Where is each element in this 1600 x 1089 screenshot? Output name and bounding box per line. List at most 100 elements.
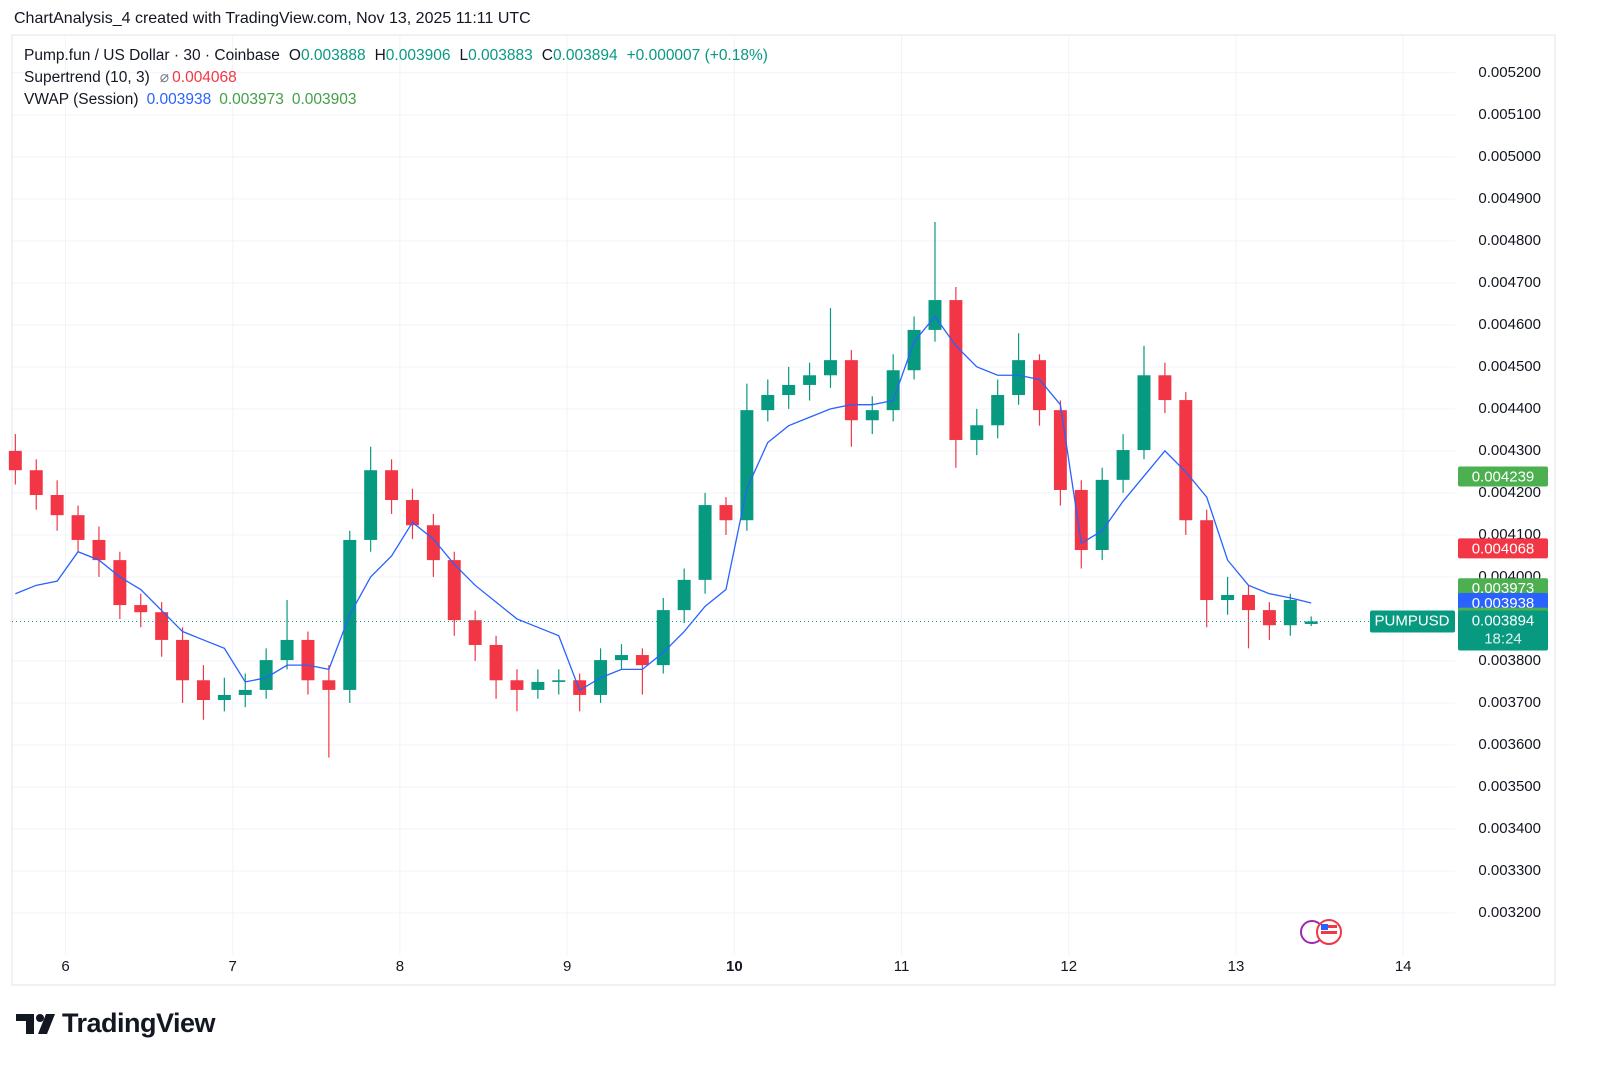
y-tick-label: 0.005200: [1478, 64, 1541, 81]
last-tag-countdown: 18:24: [1484, 630, 1522, 647]
candle-body: [573, 680, 587, 695]
candle-body: [1283, 600, 1297, 626]
last-tag-name: PUMPUSD: [1374, 612, 1449, 629]
candle-body: [886, 370, 900, 411]
candle-body: [1033, 360, 1046, 411]
price-label: 0.004068: [1472, 540, 1535, 557]
candle-body: [238, 689, 252, 695]
ohlc-value: 0.003888: [300, 47, 366, 64]
candle-body: [1074, 489, 1088, 551]
candle-body: [761, 395, 775, 411]
chart-title: ChartAnalysis_4 created with TradingView…: [14, 10, 531, 27]
candle-body: [29, 470, 43, 495]
legend-value: 0.003973: [219, 91, 284, 108]
candle-body: [155, 612, 169, 640]
candle-body: [782, 384, 796, 396]
y-tick-label: 0.005000: [1478, 148, 1541, 165]
chart-frame: [11, 34, 1556, 986]
y-tick-label: 0.003500: [1478, 778, 1541, 795]
candle-body: [552, 680, 566, 682]
candle-body: [364, 470, 378, 540]
candle-body: [259, 660, 273, 690]
candle-body: [656, 610, 670, 666]
candle-body: [426, 525, 440, 561]
x-tick-label: 6: [61, 958, 69, 975]
candle-body: [385, 470, 399, 501]
candle-body: [1200, 520, 1214, 601]
last-tag-name-box: [1370, 610, 1455, 633]
candle-body: [510, 680, 524, 690]
candle-body: [907, 329, 921, 371]
ohlc-label: O: [288, 47, 301, 64]
candle-body: [1053, 410, 1067, 490]
x-tick-label: 12: [1060, 958, 1077, 975]
x-tick-label: 9: [563, 958, 571, 975]
vwap-line: [15, 315, 1312, 692]
legend-value: 0.004068: [172, 69, 237, 86]
candle-body: [719, 505, 733, 521]
price-change: +0.000007 (+0.18%): [626, 47, 768, 64]
ohlc-value: 0.003883: [468, 47, 533, 64]
y-tick-label: 0.004800: [1478, 232, 1541, 249]
legend-value: 0.003903: [291, 91, 357, 108]
legend-row: VWAP (Session) 0.003938 0.003973 0.003903: [24, 89, 771, 111]
x-tick-label: 7: [229, 958, 237, 975]
candle-body: [1221, 594, 1235, 601]
flag-icon: [1300, 919, 1342, 945]
ohlc-label: H: [374, 47, 386, 64]
x-tick-label: 14: [1395, 958, 1412, 975]
legend-value: 0.003938: [146, 91, 212, 108]
y-tick-label: 0.003700: [1478, 694, 1541, 711]
candle-body: [865, 410, 879, 421]
y-tick-label: 0.004600: [1478, 316, 1541, 333]
candle-body: [1158, 375, 1172, 401]
candle-body: [1116, 450, 1130, 480]
candle-body: [280, 639, 294, 661]
y-tick-label: 0.005100: [1478, 106, 1541, 123]
candle-body: [176, 639, 190, 681]
candle-body: [1012, 360, 1026, 396]
candle-body: [614, 655, 628, 661]
legend-name: Supertrend (10, 3): [24, 69, 150, 86]
price-label-box: [1458, 466, 1548, 487]
candle-body: [1304, 621, 1318, 624]
legend-name: VWAP (Session): [24, 91, 139, 108]
ohlc-label: C: [541, 47, 553, 64]
candle-body: [1262, 610, 1276, 626]
y-tick-label: 0.004200: [1478, 484, 1541, 501]
candle-body: [635, 655, 649, 666]
legend: Pump.fun / US Dollar · 30 · Coinbase O0.0…: [24, 45, 771, 111]
brand: TradingView: [62, 1008, 216, 1038]
candle-body: [50, 495, 64, 516]
price-label-box: [1458, 538, 1548, 559]
candle-body: [1095, 479, 1109, 551]
candle-body: [217, 694, 231, 701]
candle-body: [928, 300, 942, 330]
candle-body: [301, 639, 315, 681]
ohlc-value: 0.003906: [385, 47, 451, 64]
price-label: 0.004239: [1472, 468, 1535, 485]
candle-body: [113, 560, 127, 606]
x-tick-label: 10: [726, 958, 743, 975]
candle-body: [468, 620, 482, 645]
y-tick-label: 0.003300: [1478, 862, 1541, 879]
last-tag-box: [1458, 610, 1548, 651]
y-tick-label: 0.004700: [1478, 274, 1541, 291]
y-tick-label: 0.004500: [1478, 358, 1541, 375]
tradingview-logo: [16, 1014, 55, 1034]
candle-body: [134, 605, 148, 613]
legend-row: Supertrend (10, 3) ⌀ 0.004068: [24, 67, 771, 89]
candle-body: [1179, 400, 1193, 521]
candle-body: [196, 680, 210, 701]
candle-body: [949, 300, 963, 440]
candle-body: [677, 579, 691, 611]
candle-body: [970, 425, 984, 440]
y-tick-label: 0.004400: [1478, 400, 1541, 417]
ohlc-label: L: [459, 47, 469, 64]
ohlc-value: 0.003894: [552, 47, 618, 64]
candle-body: [698, 505, 712, 580]
candle-body: [531, 681, 545, 690]
last-tag-price: 0.003894: [1472, 612, 1535, 629]
